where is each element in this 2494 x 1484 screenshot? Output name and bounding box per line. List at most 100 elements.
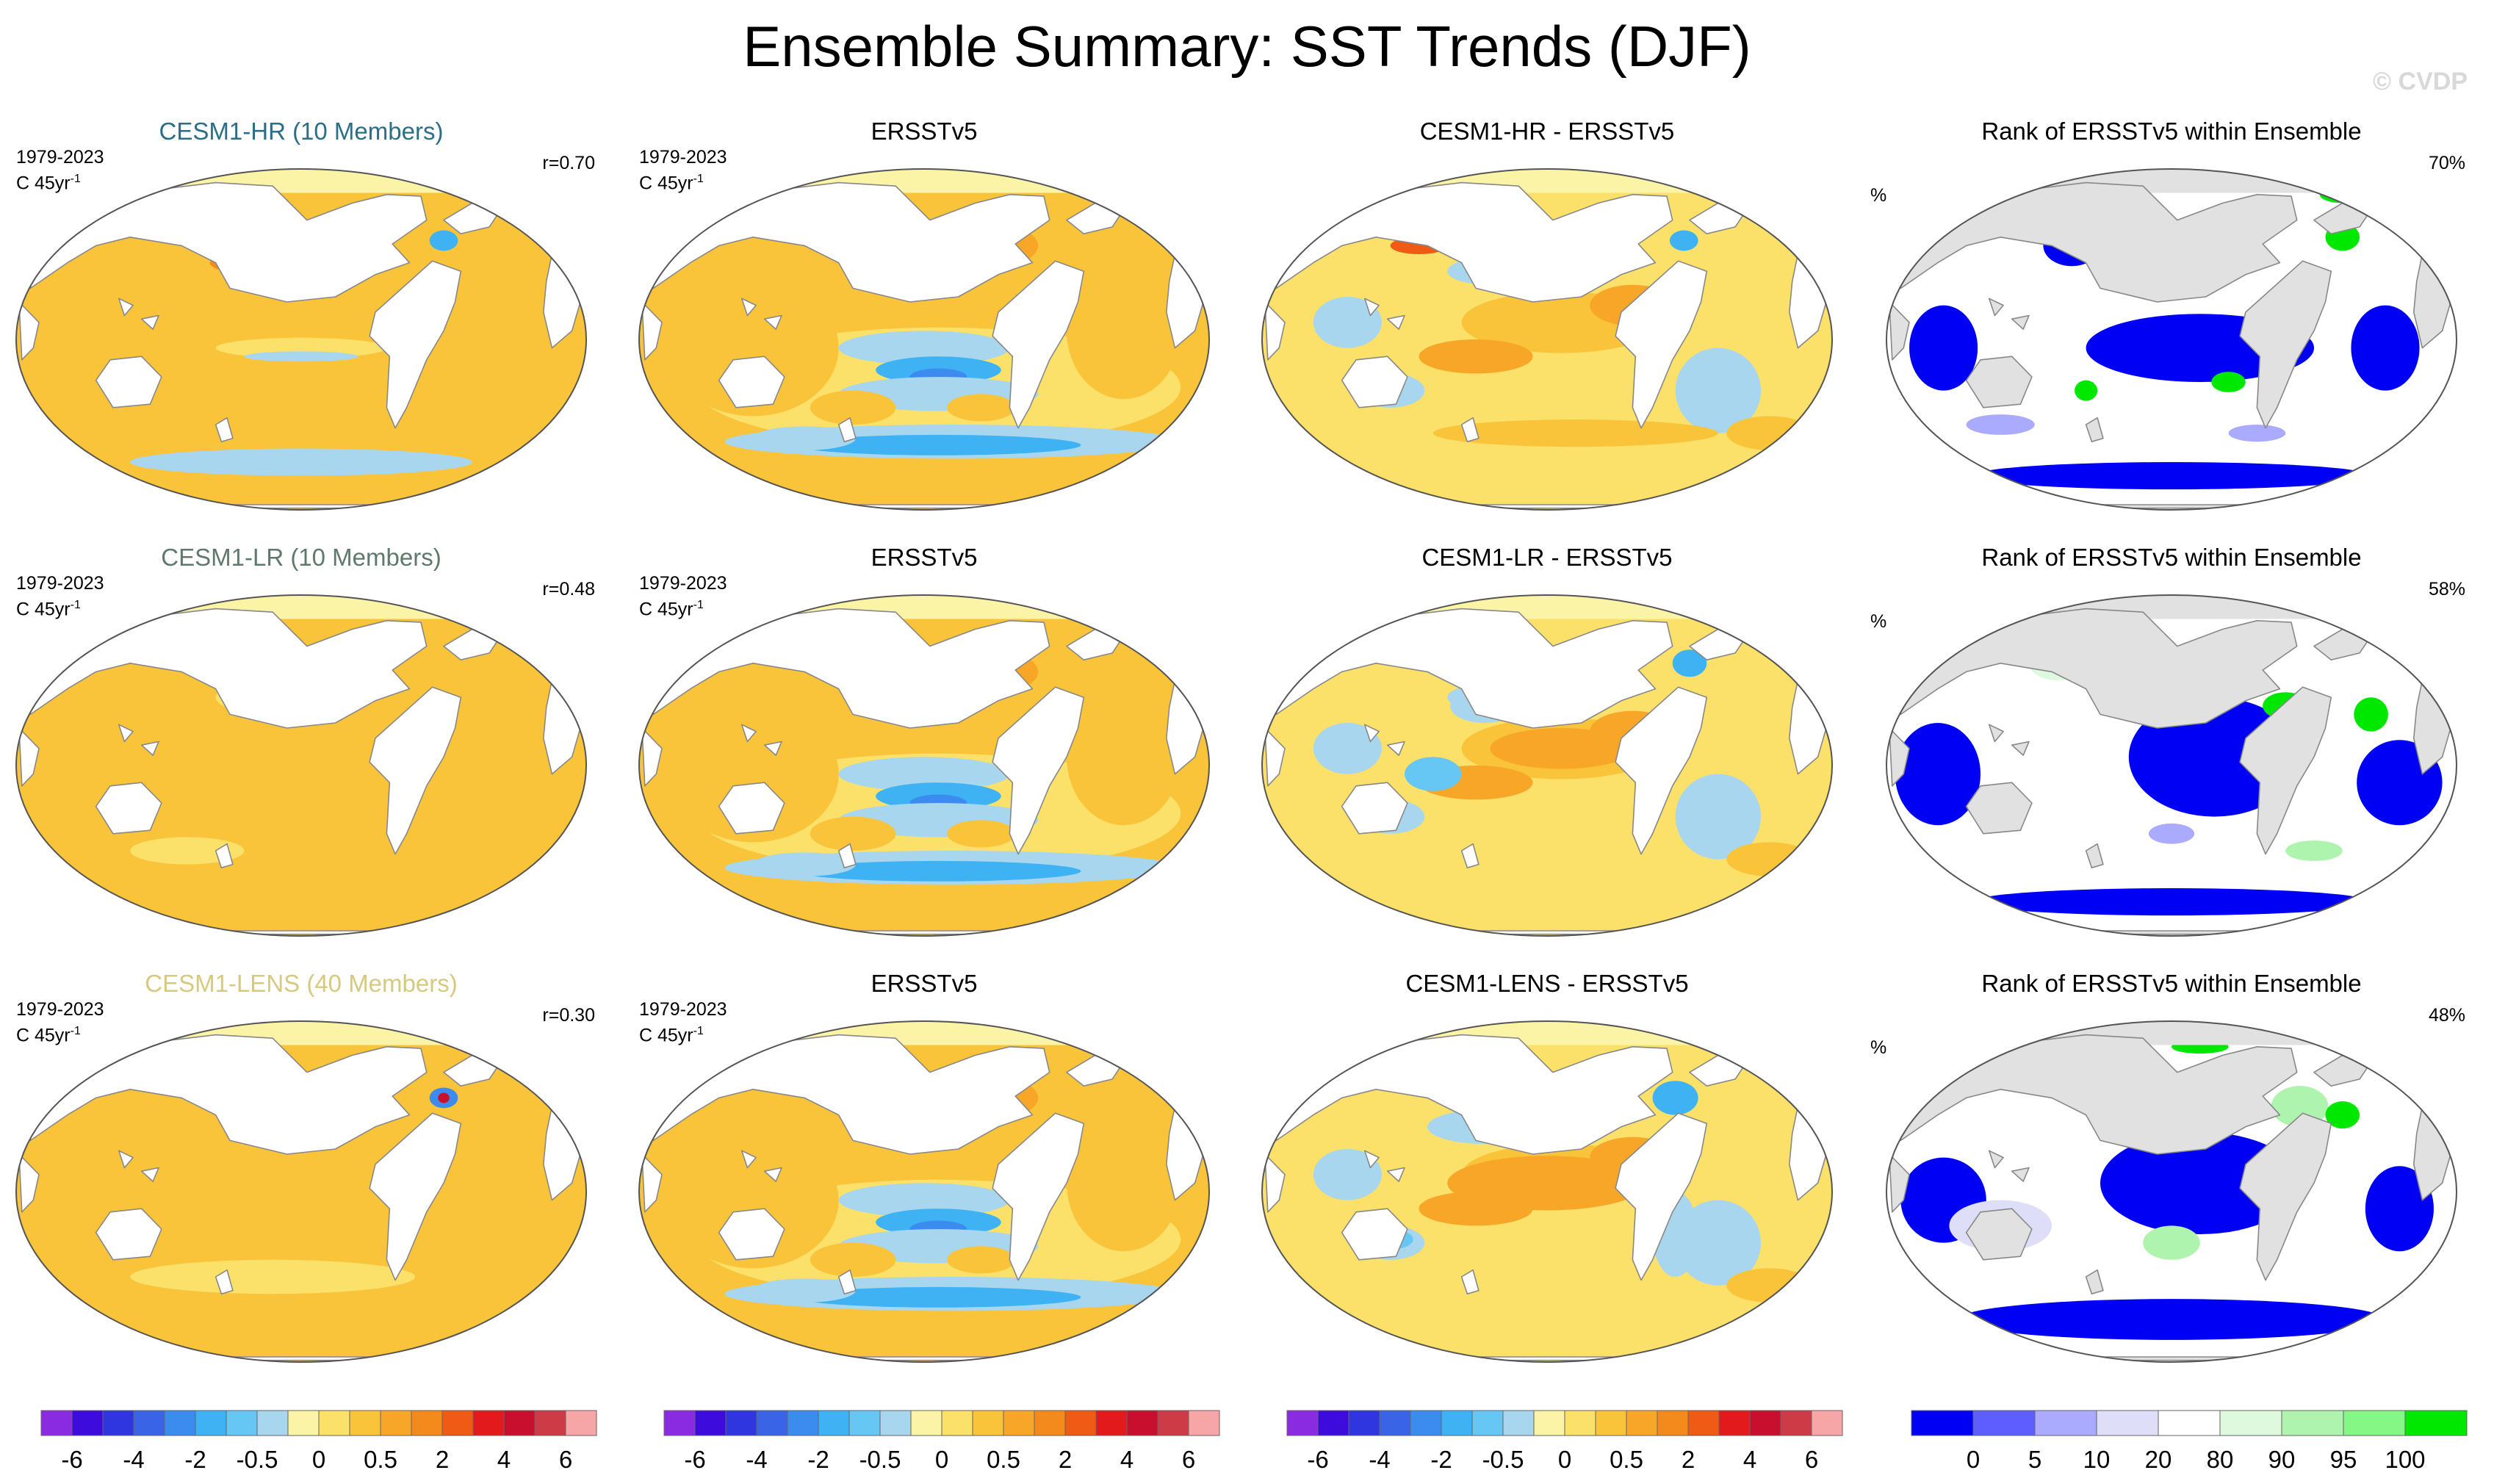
colorbar-label: 80 <box>2207 1446 2234 1473</box>
model-map <box>15 1020 587 1363</box>
landmass <box>1341 782 1408 835</box>
landmass <box>18 301 40 361</box>
landmass <box>95 782 162 835</box>
landmass <box>2085 843 2104 868</box>
units-label: C 45yr-1 <box>639 1020 727 1046</box>
landmass <box>1363 724 1380 743</box>
landmass <box>1988 298 2004 317</box>
arctic-band <box>1262 1021 1832 1045</box>
colorbar-swatch <box>879 1410 912 1436</box>
colorbar-label: -4 <box>746 1446 767 1473</box>
rank-panel: Rank of ERSSTv5 within Ensemble 58%% <box>1870 544 2473 955</box>
colorbar-label: -6 <box>684 1446 705 1473</box>
model-panel: CESM1-LENS (40 Members) 1979-2023 C 45yr-1… <box>0 970 602 1381</box>
units-label: C 45yr-1 <box>16 1020 104 1046</box>
colorbar-swatch <box>1780 1410 1812 1436</box>
page-title: Ensemble Summary: SST Trends (DJF) <box>743 14 1751 79</box>
colorbar-swatch <box>1749 1410 1781 1436</box>
landmass <box>1386 1167 1405 1182</box>
period-units: 1979-2023 C 45yr-1 <box>639 573 727 620</box>
map-outline <box>1261 594 1833 937</box>
landmass <box>1689 1054 1748 1087</box>
colorbar-swatch <box>1564 1410 1596 1436</box>
colorbar-swatch <box>256 1410 289 1436</box>
diff-region <box>1672 649 1707 677</box>
map-outline <box>1261 1020 1833 1363</box>
units-exponent: -1 <box>693 173 704 185</box>
colorbar-swatch <box>411 1410 443 1436</box>
period-units: 1979-2023 C 45yr-1 <box>16 573 104 620</box>
landmass <box>641 301 663 361</box>
colorbar-label: 0.5 <box>364 1446 397 1473</box>
colorbar-swatch <box>1502 1410 1535 1436</box>
landmass <box>140 314 159 330</box>
landmass <box>837 1269 857 1294</box>
panel-title: Rank of ERSSTv5 within Ensemble <box>1981 970 2362 997</box>
units-exponent: -1 <box>70 1025 81 1037</box>
period-label: 1979-2023 <box>16 999 104 1020</box>
diff-region <box>1726 416 1812 450</box>
obs-panel: ERSSTv5 1979-2023 C 45yr-1 <box>623 970 1225 1381</box>
rank-region <box>2365 1166 2434 1252</box>
landmass <box>641 727 663 787</box>
landmass <box>1341 1208 1408 1261</box>
units-exponent: -1 <box>693 599 704 611</box>
colorbar-label: 90 <box>2268 1446 2296 1473</box>
colorbar-label: 2 <box>436 1446 449 1473</box>
colorbar-swatch <box>349 1410 381 1436</box>
arctic-band <box>1886 1021 2457 1045</box>
period-label: 1979-2023 <box>639 999 727 1020</box>
colorbar-swatch <box>663 1410 696 1436</box>
landmass <box>2011 741 2030 756</box>
rank-colorbar: 0 5 10 20 80 90 95 100 <box>1910 1409 2468 1475</box>
obs-map <box>638 168 1210 511</box>
colorbar-swatch <box>1379 1410 1411 1436</box>
rank-region <box>1895 723 1981 826</box>
colorbar-label: 0 <box>1558 1446 1571 1473</box>
pattern-correlation: r=0.30 <box>542 1005 595 1026</box>
colorbar-swatch <box>848 1410 881 1436</box>
colorbar-label: -0.5 <box>1482 1446 1524 1473</box>
rank-region <box>2100 1131 2300 1234</box>
landmass <box>1965 356 2033 408</box>
colorbar-swatch <box>287 1410 320 1436</box>
rank-region <box>2285 840 2343 861</box>
diff-region <box>1405 757 1462 791</box>
trend-region <box>796 434 1081 455</box>
landmass <box>718 356 785 408</box>
colorbar-label: -2 <box>184 1446 206 1473</box>
landmass <box>2313 1054 2372 1087</box>
colorbar-swatch <box>1317 1410 1349 1436</box>
panel-title: CESM1-LR (10 Members) <box>161 544 442 571</box>
arctic-band <box>16 595 586 619</box>
landmass <box>369 686 462 855</box>
landmass <box>18 727 40 787</box>
diff-map <box>1261 168 1833 511</box>
colorbar-swatch <box>40 1410 73 1436</box>
panel-title: Rank of ERSSTv5 within Ensemble <box>1981 544 2362 571</box>
landmass <box>95 1208 162 1261</box>
diff-region <box>1652 1081 1698 1115</box>
colorbar-label: -6 <box>1307 1446 1328 1473</box>
diff-region <box>1419 339 1533 374</box>
landmass <box>992 1112 1085 1281</box>
landmass <box>118 298 134 317</box>
obs-map <box>638 594 1210 937</box>
landmass <box>1615 686 1708 855</box>
period-units: 1979-2023 C 45yr-1 <box>16 147 104 194</box>
landmass <box>1615 260 1708 429</box>
rank-percent: 48% <box>2428 1005 2465 1026</box>
landmass <box>1066 202 1125 234</box>
landmass <box>2011 314 2030 330</box>
colorbar-swatch <box>226 1410 258 1436</box>
landmass <box>443 202 502 234</box>
units-label: C 45yr-1 <box>16 168 104 194</box>
landmass <box>1264 301 1286 361</box>
model-panel: CESM1-LR (10 Members) 1979-2023 C 45yr-1 r=… <box>0 544 602 955</box>
map-outline <box>638 1020 1210 1363</box>
colorbar-label: 20 <box>2145 1446 2172 1473</box>
trend-region <box>130 1259 416 1294</box>
landmass <box>2239 260 2332 429</box>
colorbar-swatch <box>756 1410 788 1436</box>
arctic-band <box>1886 169 2457 193</box>
